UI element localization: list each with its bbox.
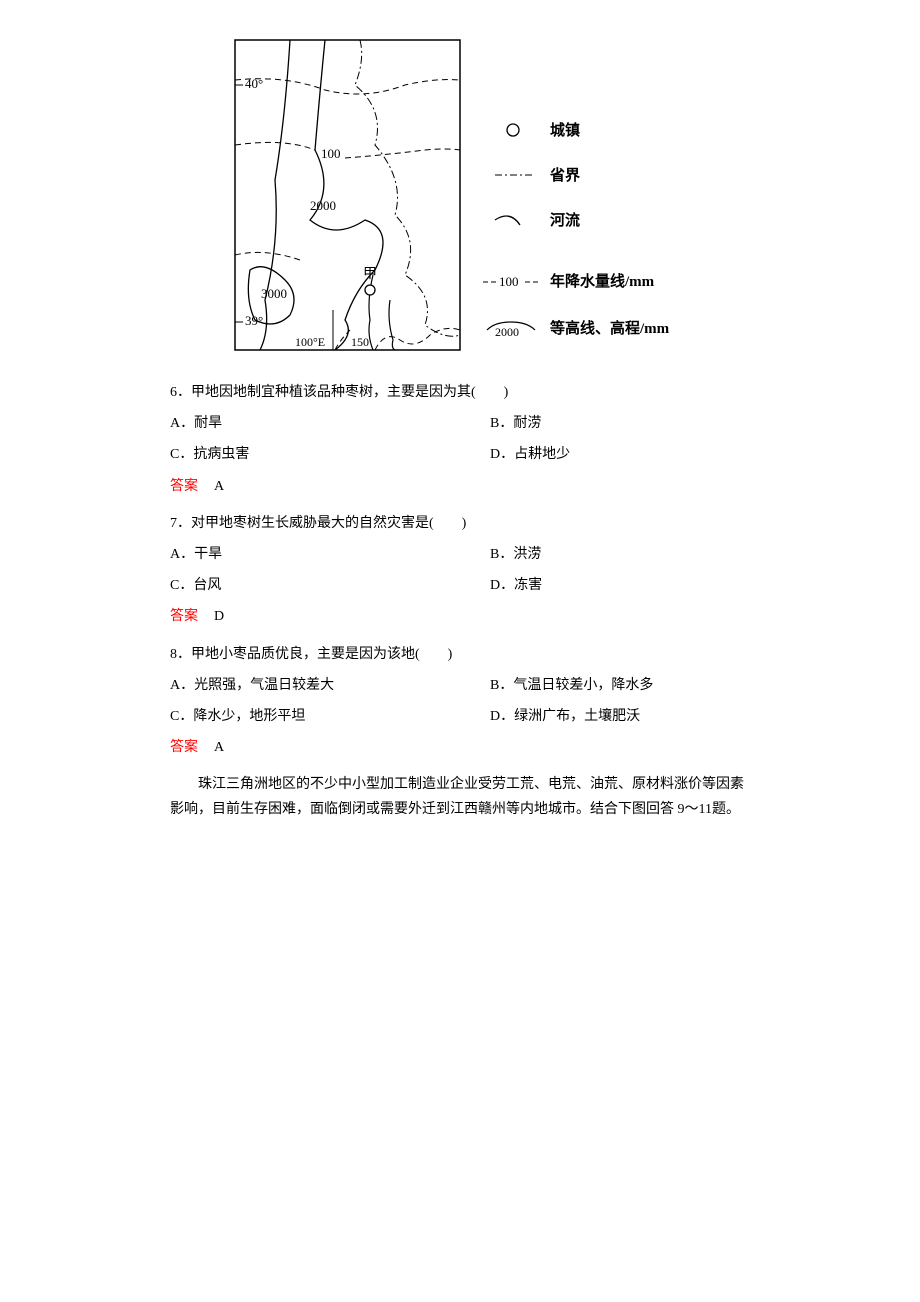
- lon-100-label: 100°E: [295, 335, 325, 349]
- q7-optA: A．干旱: [170, 542, 490, 567]
- passage-9-11: 珠江三角洲地区的不少中小型加工制造业企业受劳工荒、电荒、油荒、原材料涨价等因素影…: [170, 772, 750, 822]
- iso-150-label: 150: [351, 335, 369, 349]
- river-path-2: [389, 300, 395, 350]
- q7-answer-label: 答案: [170, 609, 198, 624]
- legend-river-icon: [495, 216, 520, 225]
- isohyet-150-a: [335, 330, 350, 350]
- q7-row2: C．台风 D．冻害: [170, 573, 750, 598]
- q8-optD: D．绿洲广布，土壤肥沃: [490, 704, 750, 729]
- q6-row1: A．耐旱 B．耐涝: [170, 411, 750, 436]
- q6-optD: D．占耕地少: [490, 442, 750, 467]
- legend-town-icon: [507, 124, 519, 136]
- lat-40-label: 40°: [245, 76, 263, 91]
- q8-answer-label: 答案: [170, 740, 198, 755]
- q8-row2: C．降水少，地形平坦 D．绿洲广布，土壤肥沃: [170, 704, 750, 729]
- q7-row1: A．干旱 B．洪涝: [170, 542, 750, 567]
- legend-town-label: 城镇: [550, 121, 580, 139]
- legend-river-label: 河流: [550, 211, 580, 229]
- isohyet-mid-left: [235, 252, 300, 260]
- iso-100-label: 100: [321, 146, 341, 161]
- contour-2000-label: 2000: [310, 198, 336, 213]
- q6-answer-label: 答案: [170, 479, 198, 494]
- contour-3000-label: 3000: [261, 286, 287, 301]
- q8-optC: C．降水少，地形平坦: [170, 704, 490, 729]
- lat-39-label: 39°: [245, 313, 263, 328]
- isohyet-right-100: [345, 149, 460, 158]
- q6-stem: 6．甲地因地制宜种植该品种枣树，主要是因为其( ): [170, 380, 750, 405]
- q7-optB: B．洪涝: [490, 542, 750, 567]
- isohyet-left-100: [235, 142, 315, 150]
- q8-row1: A．光照强，气温日较差大 B．气温日较差小，降水多: [170, 673, 750, 698]
- q7-optD: D．冻害: [490, 573, 750, 598]
- q7-answer-value: D: [214, 609, 224, 624]
- q8-optA: A．光照强，气温日较差大: [170, 673, 490, 698]
- map-svg: 40° 39° 100°E 100 150 2000 3000 甲 城镇 省界 …: [195, 30, 725, 360]
- q7-optC: C．台风: [170, 573, 490, 598]
- legend-contour-sample: 2000: [495, 325, 519, 339]
- contour-path-outer: [310, 40, 383, 350]
- q6-optB: B．耐涝: [490, 411, 750, 436]
- q7-answer: 答案 D: [170, 604, 750, 629]
- q8-answer: 答案 A: [170, 735, 750, 760]
- contour-path-left: [260, 40, 290, 350]
- town-marker: [365, 285, 375, 295]
- town-jia-label: 甲: [363, 267, 377, 282]
- q8-answer-value: A: [214, 740, 224, 755]
- q8-optB: B．气温日较差小，降水多: [490, 673, 750, 698]
- q6-optC: C．抗病虫害: [170, 442, 490, 467]
- q8-stem: 8．甲地小枣品质优良，主要是因为该地( ): [170, 642, 750, 667]
- isohyet-150-b: [375, 328, 460, 350]
- legend-precip-label: 年降水量线/mm: [550, 272, 655, 290]
- q6-answer-value: A: [214, 479, 224, 494]
- legend-contour-label: 等高线、高程/mm: [550, 319, 670, 337]
- q7-stem: 7．对甲地枣树生长威胁最大的自然灾害是( ): [170, 511, 750, 536]
- q6-row2: C．抗病虫害 D．占耕地少: [170, 442, 750, 467]
- isohyet-top: [235, 79, 460, 94]
- legend-precip-sample: 100: [499, 274, 519, 289]
- map-figure: 40° 39° 100°E 100 150 2000 3000 甲 城镇 省界 …: [170, 30, 750, 360]
- q6-answer: 答案 A: [170, 474, 750, 499]
- q6-optA: A．耐旱: [170, 411, 490, 436]
- legend-province-label: 省界: [549, 166, 580, 184]
- map-frame: [235, 40, 460, 350]
